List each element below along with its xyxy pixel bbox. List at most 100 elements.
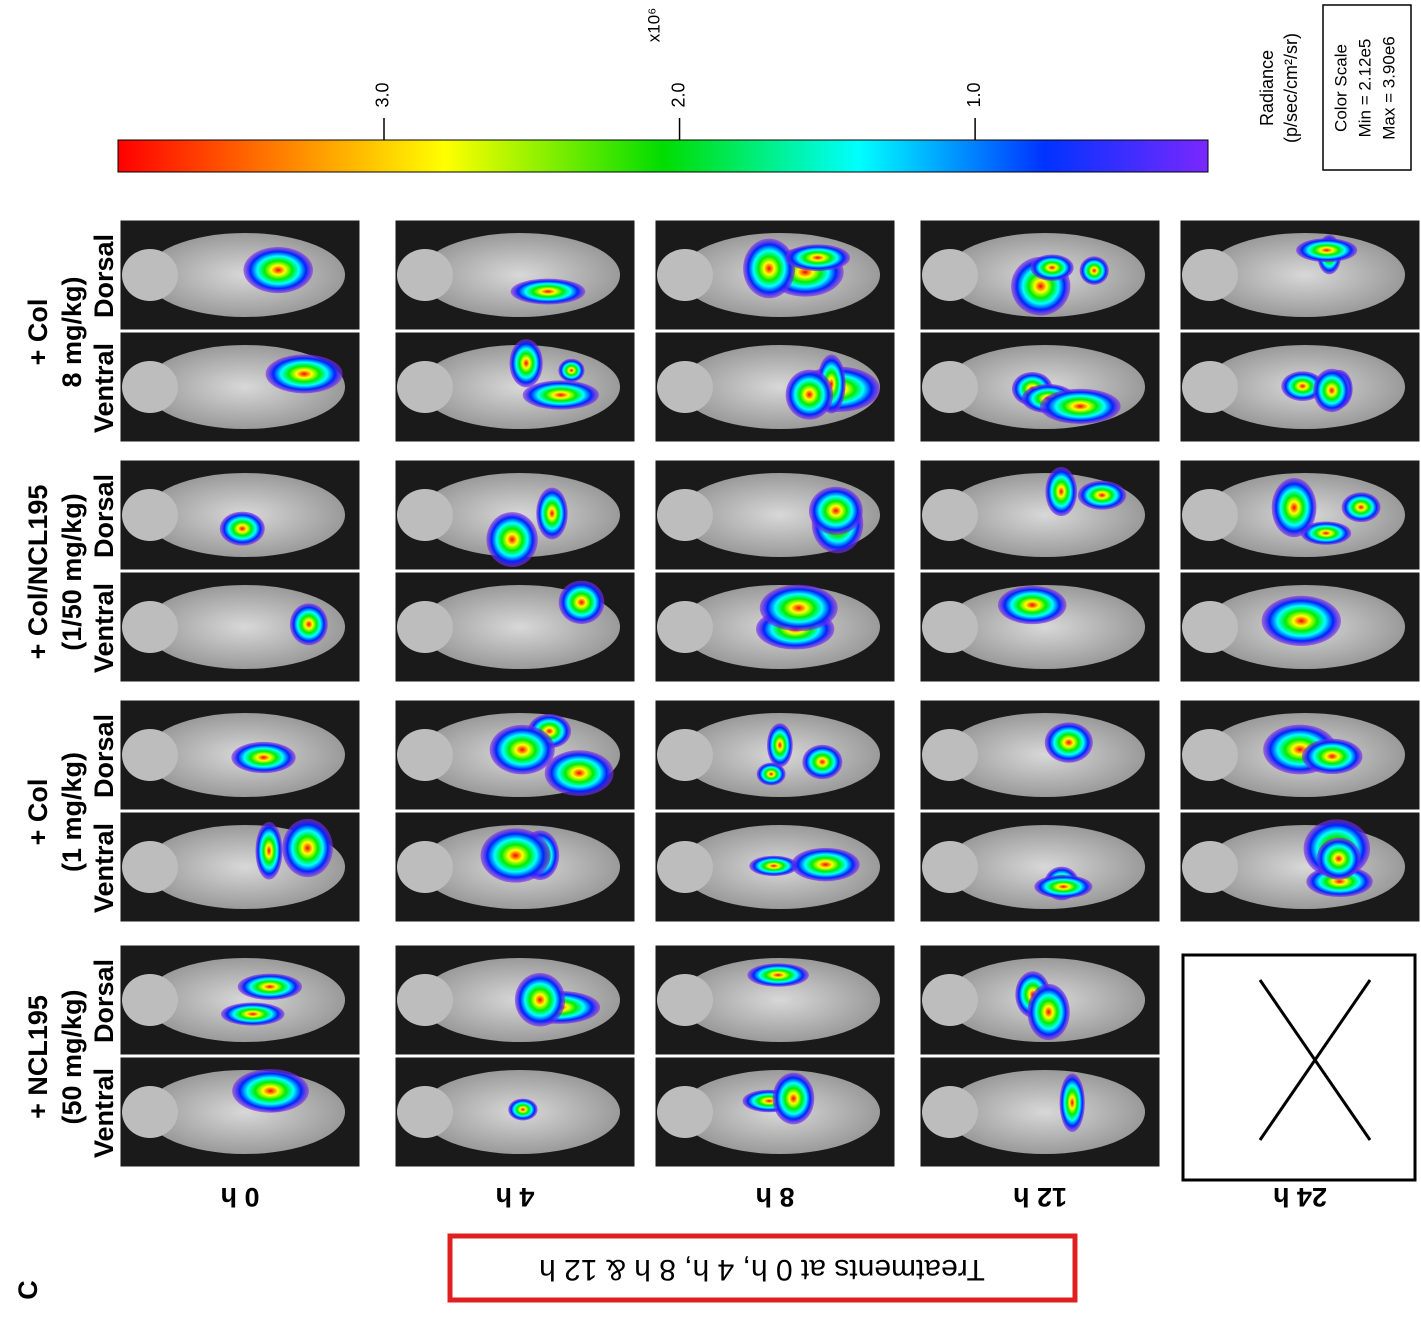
tick-label: 2.0 — [668, 82, 688, 107]
signal-spot — [1059, 1073, 1085, 1132]
mouse-head — [922, 361, 978, 413]
tick-label: 1.0 — [964, 82, 984, 107]
signal-spot — [558, 358, 585, 383]
mouse-head — [397, 361, 453, 413]
signal-spot — [221, 1002, 285, 1026]
mouse-head — [657, 974, 713, 1026]
group-title: + Col — [23, 779, 53, 846]
signal-spot — [232, 1069, 309, 1113]
mouse-head — [122, 729, 178, 781]
mouse-head — [1182, 841, 1238, 893]
signal-spot — [243, 247, 314, 294]
mouse-head — [122, 974, 178, 1026]
view-label: Dorsal — [89, 234, 119, 318]
signal-spot — [1079, 256, 1109, 285]
signal-spot — [489, 724, 555, 775]
mouse-head — [397, 1086, 453, 1138]
view-label: Dorsal — [89, 474, 119, 558]
signal-spot — [219, 511, 265, 546]
signal-spot — [544, 750, 614, 796]
time-label: 12 h — [1013, 1182, 1067, 1212]
time-label: 4 h — [495, 1182, 534, 1212]
signal-spot — [1271, 478, 1317, 538]
mouse-body — [945, 713, 1145, 797]
mouse-head — [1182, 249, 1238, 301]
group-dose: (1/50 mg/kg) — [57, 493, 87, 651]
signal-spot — [1316, 837, 1361, 880]
signal-spot — [1300, 521, 1352, 545]
scale-multiplier: x10⁶ — [644, 8, 663, 42]
scale-box — [1322, 4, 1412, 171]
mouse-head — [922, 841, 978, 893]
signal-spot — [509, 339, 543, 388]
mouse-head — [657, 249, 713, 301]
view-label: Ventral — [89, 583, 119, 673]
signal-spot — [1027, 983, 1070, 1041]
signal-spot — [772, 1072, 815, 1125]
signal-spot — [743, 238, 796, 299]
scale-box-title: Color Scale — [1331, 44, 1350, 132]
signal-spot — [785, 244, 851, 272]
signal-spot — [785, 369, 834, 420]
scale-unit: (p/sec/cm²/sr) — [1281, 33, 1301, 143]
signal-spot — [767, 723, 793, 768]
mouse-head — [397, 489, 453, 541]
mouse-head — [122, 1086, 178, 1138]
signal-spot — [289, 603, 328, 646]
signal-spot — [808, 486, 863, 535]
mouse-head — [922, 1086, 978, 1138]
missing-panel — [1181, 953, 1417, 1182]
mouse-head — [657, 489, 713, 541]
mouse-body — [945, 585, 1145, 669]
time-label: 24 h — [1273, 1182, 1327, 1212]
mouse-head — [657, 729, 713, 781]
mouse-head — [397, 974, 453, 1026]
mouse-head — [397, 601, 453, 653]
signal-spot — [536, 487, 568, 540]
signal-spot — [522, 380, 599, 410]
signal-spot — [508, 1098, 538, 1121]
scale-max: Max = 3.90e6 — [1379, 36, 1398, 140]
mouse-head — [397, 729, 453, 781]
treatment-note: Treatments at 0 h, 4 h, 8 h & 12 h — [539, 1253, 985, 1286]
signal-spot — [558, 580, 605, 625]
time-label: 8 h — [755, 1182, 794, 1212]
cross-line — [1258, 979, 1372, 1141]
signal-spot — [1296, 238, 1358, 263]
view-label: Ventral — [89, 823, 119, 913]
group-dose: 8 mg/kg) — [57, 276, 87, 387]
mouse-body — [680, 958, 880, 1042]
signal-spot — [1077, 480, 1127, 510]
signal-spot — [749, 855, 799, 877]
signal-spot — [282, 818, 333, 878]
mouse-head — [922, 489, 978, 541]
mouse-head — [1182, 729, 1238, 781]
scale-min: Min = 2.12e5 — [1355, 39, 1374, 138]
signal-spot — [486, 512, 538, 567]
signal-spot — [1281, 371, 1324, 401]
mouse-head — [1182, 489, 1238, 541]
signal-spot — [791, 847, 860, 882]
group-title: + NCL195 — [23, 995, 53, 1119]
view-label: Dorsal — [89, 714, 119, 798]
mouse-head — [657, 841, 713, 893]
mouse-head — [122, 489, 178, 541]
mouse-head — [922, 249, 978, 301]
treatment-box — [447, 1233, 1078, 1303]
color-bar — [117, 139, 1209, 173]
signal-spot — [756, 762, 786, 786]
signal-spot — [231, 741, 296, 774]
mouse-head — [922, 601, 978, 653]
group-title: + Col — [23, 299, 53, 366]
mouse-body — [945, 825, 1145, 909]
mouse-head — [122, 841, 178, 893]
group-title: + Col/NCL195 — [23, 485, 53, 660]
signal-spot — [1313, 368, 1351, 413]
signal-spot — [1044, 722, 1093, 763]
signal-spot — [1301, 738, 1363, 775]
signal-spot — [480, 828, 551, 883]
mouse-head — [657, 1086, 713, 1138]
mouse-head — [657, 601, 713, 653]
panel-label: C — [13, 1280, 43, 1300]
